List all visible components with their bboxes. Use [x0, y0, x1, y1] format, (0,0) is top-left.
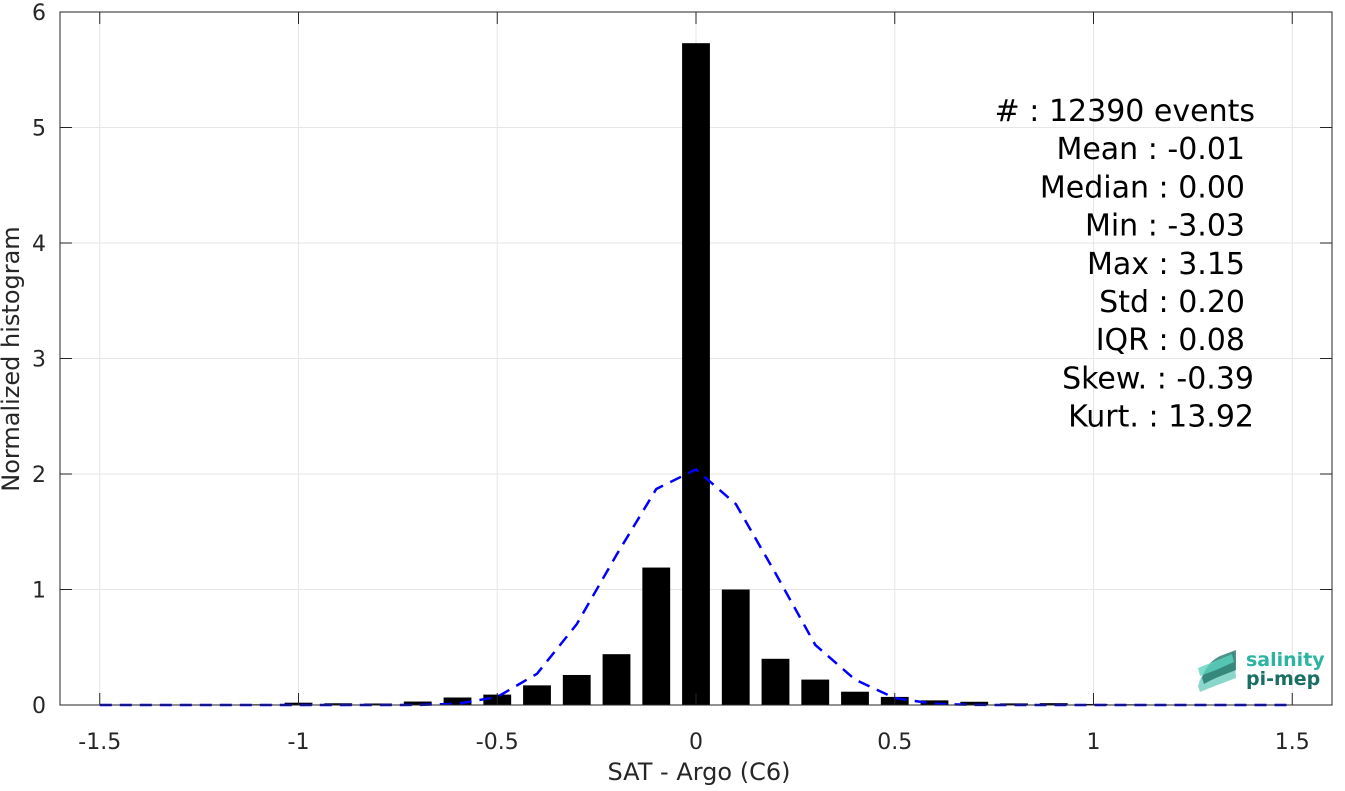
x-tick-label: 0 — [689, 730, 703, 755]
y-tick-label: 6 — [32, 1, 46, 26]
stat-line: Kurt. : 13.92 — [1068, 400, 1254, 435]
stat-line: IQR : 0.08 — [1096, 323, 1245, 358]
histogram-bar — [523, 685, 551, 705]
histogram-bar — [722, 590, 750, 706]
histogram-bar — [801, 680, 829, 705]
histogram-bar — [603, 654, 631, 705]
stat-line: Mean : -0.01 — [1056, 132, 1245, 167]
histogram-bar — [841, 692, 869, 705]
x-tick-label: -1 — [288, 730, 310, 755]
histogram-bar — [762, 659, 790, 705]
y-tick-label: 0 — [32, 694, 46, 719]
histogram-bar — [682, 43, 710, 705]
stat-line: Min : -3.03 — [1085, 209, 1245, 244]
x-axis-label: SAT - Argo (C6) — [608, 758, 791, 786]
y-tick-label: 4 — [32, 232, 46, 257]
stat-line: Std : 0.20 — [1099, 285, 1245, 320]
logo-mark-icon — [1198, 650, 1236, 692]
stat-line: # : 12390 events — [995, 94, 1255, 129]
y-tick-label: 2 — [32, 463, 46, 488]
x-tick-label: -1.5 — [78, 730, 121, 755]
stat-line: Skew. : -0.39 — [1062, 361, 1254, 396]
stat-line: Median : 0.00 — [1040, 170, 1245, 205]
x-tick-label: -0.5 — [476, 730, 519, 755]
stat-line: Max : 3.15 — [1087, 247, 1245, 282]
histogram-bar — [563, 675, 591, 705]
y-tick-label: 1 — [32, 579, 46, 604]
x-tick-label: 0.5 — [877, 730, 912, 755]
y-tick-label: 5 — [32, 117, 46, 142]
histogram-bar — [642, 568, 670, 705]
x-tick-label: 1.5 — [1275, 730, 1310, 755]
salinity-pimep-logo: salinity pi-mep — [1198, 649, 1325, 692]
y-tick-label: 3 — [32, 348, 46, 373]
x-tick-label: 1 — [1087, 730, 1101, 755]
logo-line2: pi-mep — [1246, 668, 1320, 690]
y-axis-label: Normalized histogram — [0, 226, 25, 491]
